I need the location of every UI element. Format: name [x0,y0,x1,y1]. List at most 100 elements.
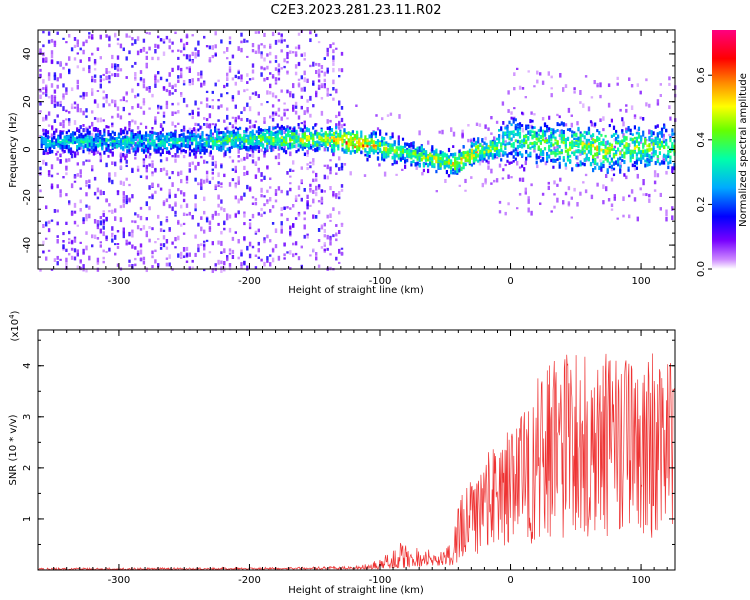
spectrogram-point [443,160,446,164]
spectrogram-point [399,152,402,157]
spectrogram-point [234,195,237,200]
spectrogram-point [231,255,235,260]
spectrogram-point [633,161,636,165]
spectrogram-point [205,175,209,181]
spectrogram-point [525,150,528,154]
spectrogram-point [335,232,338,236]
spectrogram-point [414,162,417,167]
spectrogram-point [274,244,278,249]
spectrogram-point [49,145,52,150]
spectrogram-point [550,137,553,141]
spectrogram-point [379,142,382,145]
spectrogram-point [349,171,352,176]
spectrogram-point [387,151,390,156]
spectrogram-point [270,140,273,145]
spectrogram-point [514,132,517,136]
spectrogram-point [86,148,89,152]
spectrogram-point [165,246,169,250]
spectrogram-point [157,137,160,141]
spectrogram-point [286,44,289,48]
spectrogram-point [640,154,643,159]
spectrogram-point [203,148,206,152]
spectrogram-point [59,135,62,139]
spectrogram-point [251,148,254,152]
spectrogram-point [145,63,148,68]
spectrogram-point [174,137,177,142]
spectrogram-point [570,196,573,200]
spectrogram-point [191,142,194,146]
spectrogram-point [292,107,295,112]
spectrogram-point [208,251,212,254]
spectrogram-point [577,148,580,154]
spectrogram-point [297,256,301,261]
spectrogram-point [263,154,266,158]
spectrogram-point [257,249,260,253]
spectrogram-point [623,137,626,141]
spectrogram-point [171,182,174,187]
spectrogram-x-tick-label: -300 [108,276,131,287]
spectrogram-point [286,51,289,57]
spectrogram-point [254,266,258,269]
spectrogram-point [50,83,54,88]
spectrogram-point [246,170,249,176]
spectrogram-point [665,138,668,142]
spectrogram-point [42,136,45,142]
spectrogram-point [231,249,235,254]
spectrogram-point [301,146,304,151]
spectrogram-point [53,144,56,149]
spectrogram-point [337,144,340,149]
spectrogram-point [376,151,380,155]
spectrogram-point [564,139,567,144]
spectrogram-point [306,235,309,239]
spectrogram-point [259,129,263,134]
spectrogram-point [51,142,54,146]
spectrogram-point [184,135,187,140]
spectrogram-point [126,149,129,154]
spectrogram-point [176,140,179,144]
spectrogram-point [82,145,85,150]
spectrogram-point [203,210,206,215]
spectrogram-point [116,113,120,118]
spectrogram-point [276,137,279,141]
spectrogram-point [314,148,317,153]
spectrogram-point [335,193,338,197]
spectrogram-point [278,140,281,144]
spectrogram-point [249,133,252,136]
spectrogram-point [263,67,266,71]
spectrogram-point [283,145,286,150]
spectrogram-point [120,129,123,134]
spectrogram-point [194,153,197,159]
spectrogram-point [307,147,311,150]
spectrogram-point [332,97,335,101]
spectrogram-point [44,129,47,134]
spectrogram-point [437,153,440,158]
spectrogram-point [366,142,369,145]
spectrogram-point [343,163,347,166]
spectrogram-point [266,234,269,239]
spectrogram-point [424,156,428,161]
spectrogram-point [458,184,461,187]
spectrogram-point [622,133,625,138]
spectrogram-point [422,150,425,154]
spectrogram-point [162,111,166,115]
spectrogram-point [257,146,260,150]
spectrogram-point [410,149,413,154]
spectrogram-point [317,210,321,215]
spectrogram-point [111,179,114,185]
spectrogram-point [65,257,68,263]
spectrogram-point [360,142,363,145]
spectrogram-point [441,155,444,159]
spectrogram-point [579,151,582,156]
spectrogram-point [188,152,192,157]
spectrogram-point [605,174,608,178]
spectrogram-point [286,171,289,175]
spectrogram-point [136,126,140,130]
spectrogram-point [245,139,248,143]
spectrogram-point [326,147,329,152]
spectrogram-point [85,184,88,187]
spectrogram-point [500,158,503,162]
spectrogram-point [383,158,386,162]
spectrogram-point [246,102,249,107]
spectrogram-point [182,125,186,129]
spectrogram-point [195,149,198,154]
